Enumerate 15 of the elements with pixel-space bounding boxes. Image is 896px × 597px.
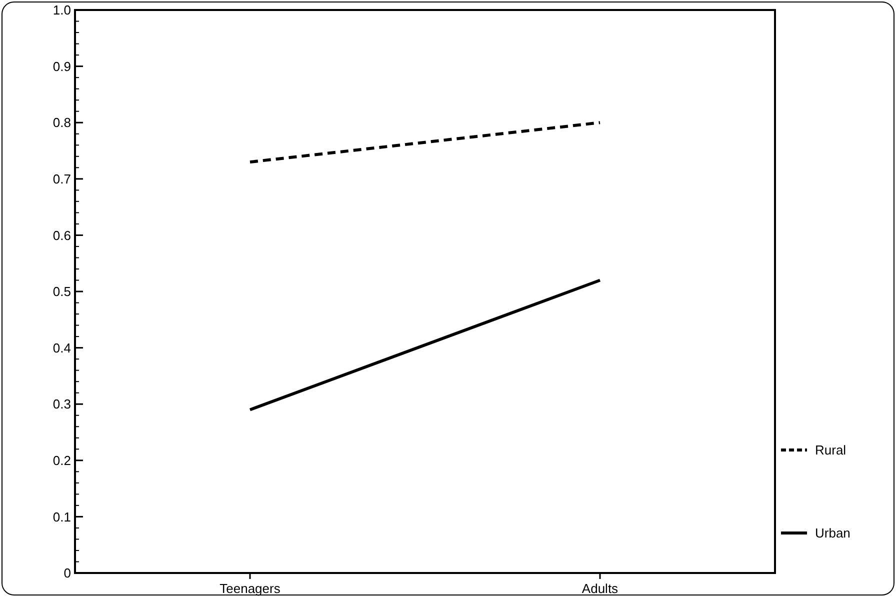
y-tick-label: 0.8: [52, 115, 71, 130]
y-tick-label: 0.2: [52, 452, 71, 468]
legend-label: Urban: [815, 526, 850, 541]
x-tick-label: Teenagers: [220, 581, 281, 596]
y-tick-label: 0.9: [52, 58, 71, 74]
y-tick-label: 0.5: [52, 284, 71, 300]
y-tick-label: 0.7: [52, 171, 71, 186]
x-tick-label: Adults: [582, 581, 619, 596]
y-tick-label: 0.4: [52, 340, 71, 356]
legend-label: Rural: [815, 442, 846, 458]
y-tick-label: 0.3: [52, 396, 71, 412]
y-tick-label: 1.0: [52, 2, 71, 18]
y-tick-label: 0: [64, 566, 71, 581]
y-tick-label: 0.1: [52, 509, 71, 524]
y-tick-label: 0.6: [52, 228, 71, 243]
